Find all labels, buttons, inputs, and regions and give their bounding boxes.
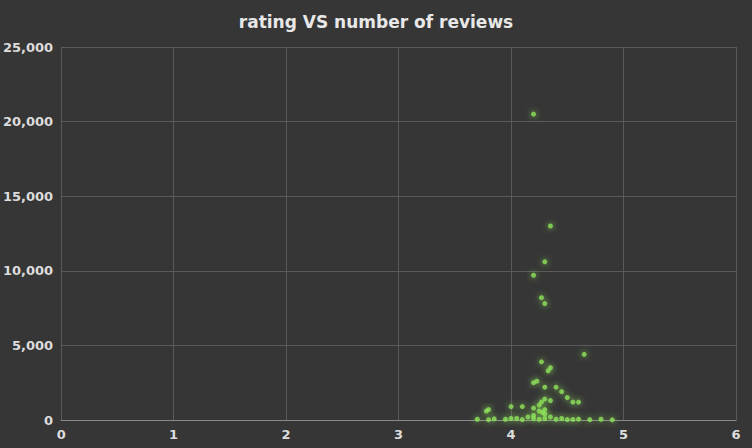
svg-text:3: 3 [394, 427, 403, 442]
svg-text:rating VS number of reviews: rating VS number of reviews [239, 12, 513, 32]
svg-text:6: 6 [731, 427, 740, 442]
svg-text:20,000: 20,000 [3, 114, 53, 129]
svg-text:15,000: 15,000 [3, 189, 53, 204]
svg-text:1: 1 [169, 427, 178, 442]
svg-text:4: 4 [507, 427, 516, 442]
svg-text:2: 2 [282, 427, 291, 442]
svg-text:5: 5 [619, 427, 628, 442]
svg-text:5,000: 5,000 [12, 338, 53, 353]
svg-text:25,000: 25,000 [3, 40, 53, 55]
svg-text:0: 0 [57, 427, 66, 442]
svg-text:10,000: 10,000 [3, 263, 53, 278]
svg-text:0: 0 [44, 413, 53, 428]
